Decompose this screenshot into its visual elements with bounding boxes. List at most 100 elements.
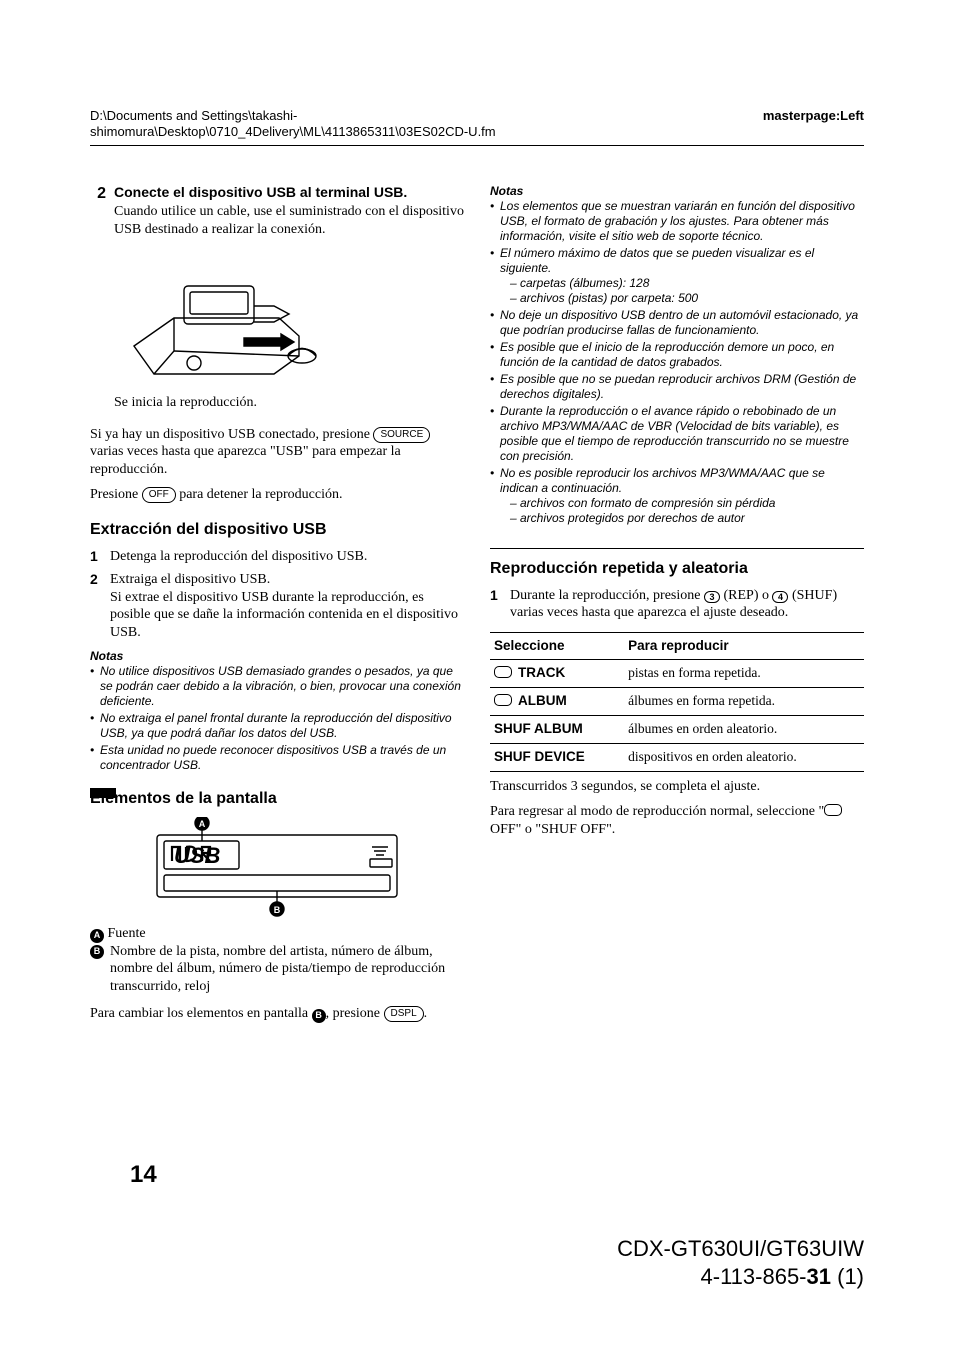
mode-cell: ALBUM — [490, 688, 624, 716]
notes-title: Notas — [90, 649, 464, 664]
note-sub: archivos protegidos por derechos de auto… — [500, 511, 864, 526]
header-path: D:\Documents and Settings\takashi- shimo… — [90, 108, 496, 141]
loop-icon — [494, 693, 518, 708]
note-item: No utilice dispositivos USB demasiado gr… — [90, 664, 464, 709]
t: 31 — [807, 1264, 831, 1289]
legend-row: A Fuente — [90, 925, 464, 943]
text: . — [424, 1006, 428, 1021]
num: 2 — [90, 571, 102, 641]
legend: A Fuente B Nombre de la pista, nombre de… — [90, 925, 464, 995]
header-rule — [90, 145, 864, 146]
step-body: Conecte el dispositivo USB al terminal U… — [114, 184, 464, 247]
badge-b-icon: B — [90, 945, 104, 959]
desc-cell: pistas en forma repetida. — [624, 660, 864, 688]
text: Detenga la reproducción del dispositivo … — [110, 548, 367, 566]
page-number: 14 — [130, 1160, 157, 1190]
footer-model: CDX-GT630UI/GT63UIW — [617, 1235, 864, 1263]
note-sub: archivos (pistas) por carpeta: 500 — [500, 291, 864, 306]
note-item: El número máximo de datos que se pueden … — [490, 246, 864, 306]
return-paragraph: Para regresar al modo de reproducción no… — [490, 803, 864, 838]
note-item: Los elementos que se muestran variarán e… — [490, 199, 864, 244]
table-row: TRACKpistas en forma repetida. — [490, 660, 864, 688]
badge-b-icon: B — [312, 1009, 326, 1023]
footer-doc: 4-113-865-31 (1) — [617, 1263, 864, 1291]
heading-repeat: Reproducción repetida y aleatoria — [490, 548, 864, 579]
extract-steps: 1 Detenga la reproducción del dispositivo… — [90, 548, 464, 642]
note-item: Esta unidad no puede reconocer dispositi… — [90, 743, 464, 773]
desc-cell: dispositivos en orden aleatorio. — [624, 744, 864, 772]
desc-cell: álbumes en forma repetida. — [624, 688, 864, 716]
legend-b: Nombre de la pista, nombre del artista, … — [110, 943, 464, 996]
mode-cell: SHUF ALBUM — [490, 716, 624, 744]
num: 1 — [490, 587, 502, 622]
note-item: Durante la reproducción o el avance rápi… — [490, 404, 864, 464]
off-button-label: OFF — [142, 487, 176, 503]
note-item: Es posible que no se puedan reproducir a… — [490, 372, 864, 402]
table-row: ALBUMálbumes en forma repetida. — [490, 688, 864, 716]
off-paragraph: Presione OFF para detener la reproducció… — [90, 486, 464, 504]
left-column: 2 Conecte el dispositivo USB al terminal… — [90, 184, 464, 1031]
notes-block: Los elementos que se muestran variarán e… — [490, 199, 864, 526]
right-column: Notas Los elementos que se muestran vari… — [490, 184, 864, 1031]
usb-device-illustration — [124, 256, 324, 386]
note-item: No es posible reproducir los archivos MP… — [490, 466, 864, 526]
side-tab — [90, 788, 116, 798]
num: 1 — [90, 548, 102, 566]
page: D:\Documents and Settings\takashi- shimo… — [0, 0, 954, 1031]
table-row: SHUF ALBUMálbumes en orden aleatorio. — [490, 716, 864, 744]
svg-text:USB: USB — [174, 843, 221, 868]
columns: 2 Conecte el dispositivo USB al terminal… — [90, 184, 864, 1031]
notes-title: Notas — [490, 184, 864, 199]
heading-display: Elementos de la pantalla — [90, 789, 464, 809]
t: (1) — [831, 1264, 864, 1289]
legend-row: B Nombre de la pista, nombre del artista… — [90, 943, 464, 996]
table-row: SHUF DEVICEdispositivos en orden aleator… — [490, 744, 864, 772]
change-display-paragraph: Para cambiar los elementos en pantalla B… — [90, 1005, 464, 1023]
text: No es posible reproducir los archivos MP… — [500, 466, 825, 495]
footer: CDX-GT630UI/GT63UIW 4-113-865-31 (1) — [617, 1235, 864, 1290]
th: Para reproducir — [624, 632, 864, 660]
after-table: Transcurridos 3 segundos, se completa el… — [490, 778, 864, 796]
desc-cell: álbumes en orden aleatorio. — [624, 716, 864, 744]
note-item: Es posible que el inicio de la reproducc… — [490, 340, 864, 370]
text: El número máximo de datos que se pueden … — [500, 246, 814, 275]
list-item: 1 Detenga la reproducción del dispositivo… — [90, 548, 464, 566]
step-number: 2 — [90, 184, 106, 247]
header-row: D:\Documents and Settings\takashi- shimo… — [90, 108, 864, 141]
text: Durante la reproducción, presione 3 (REP… — [510, 587, 864, 622]
text: OFF" o "SHUF OFF". — [490, 822, 615, 837]
header-masterpage: masterpage:Left — [763, 108, 864, 141]
list-item: 2Extraiga el dispositivo USB.Si extrae e… — [90, 571, 464, 641]
button-3-icon: 3 — [704, 591, 720, 603]
legend-a: Fuente — [108, 926, 146, 941]
step-text: Cuando utilice un cable, use el suminist… — [114, 203, 464, 238]
source-paragraph: Si ya hay un dispositivo USB conectado, … — [90, 426, 464, 479]
repeat-steps: 1 Durante la reproducción, presione 3 (R… — [490, 587, 864, 622]
text: varias veces hasta que aparezca "USB" pa… — [90, 444, 401, 477]
display-illustration: USB A B — [152, 817, 402, 917]
note-sub: archivos con formato de compresión sin p… — [500, 496, 864, 511]
text: Para regresar al modo de reproducción no… — [490, 804, 824, 819]
note-item: No extraiga el panel frontal durante la … — [90, 711, 464, 741]
t: Durante la reproducción, presione — [510, 588, 704, 603]
mode-cell: SHUF DEVICE — [490, 744, 624, 772]
note-item: No deje un dispositivo USB dentro de un … — [490, 308, 864, 338]
t: (REP) o — [720, 588, 773, 603]
th: Seleccione — [490, 632, 624, 660]
heading-extract: Extracción del dispositivo USB — [90, 520, 464, 540]
text: Si ya hay un dispositivo USB conectado, … — [90, 427, 373, 442]
loop-icon — [824, 804, 848, 819]
step-title: Conecte el dispositivo USB al terminal U… — [114, 184, 464, 202]
note-sub: carpetas (álbumes): 128 — [500, 276, 864, 291]
badge-a-icon: A — [90, 929, 104, 943]
text: , presione — [326, 1006, 384, 1021]
table-head-row: Seleccione Para reproducir — [490, 632, 864, 660]
mode-table: Seleccione Para reproducir TRACKpistas e… — [490, 632, 864, 772]
header-path-line1: D:\Documents and Settings\takashi- — [90, 108, 297, 123]
svg-text:A: A — [199, 819, 206, 829]
header-path-line2: shimomura\Desktop\0710_4Delivery\ML\4113… — [90, 124, 496, 139]
text: Extraiga el dispositivo USB.Si extrae el… — [110, 571, 464, 641]
notes-block: No utilice dispositivos USB demasiado gr… — [90, 664, 464, 773]
illustration-caption: Se inicia la reproducción. — [114, 394, 464, 412]
t: 4-113-865- — [701, 1264, 807, 1289]
